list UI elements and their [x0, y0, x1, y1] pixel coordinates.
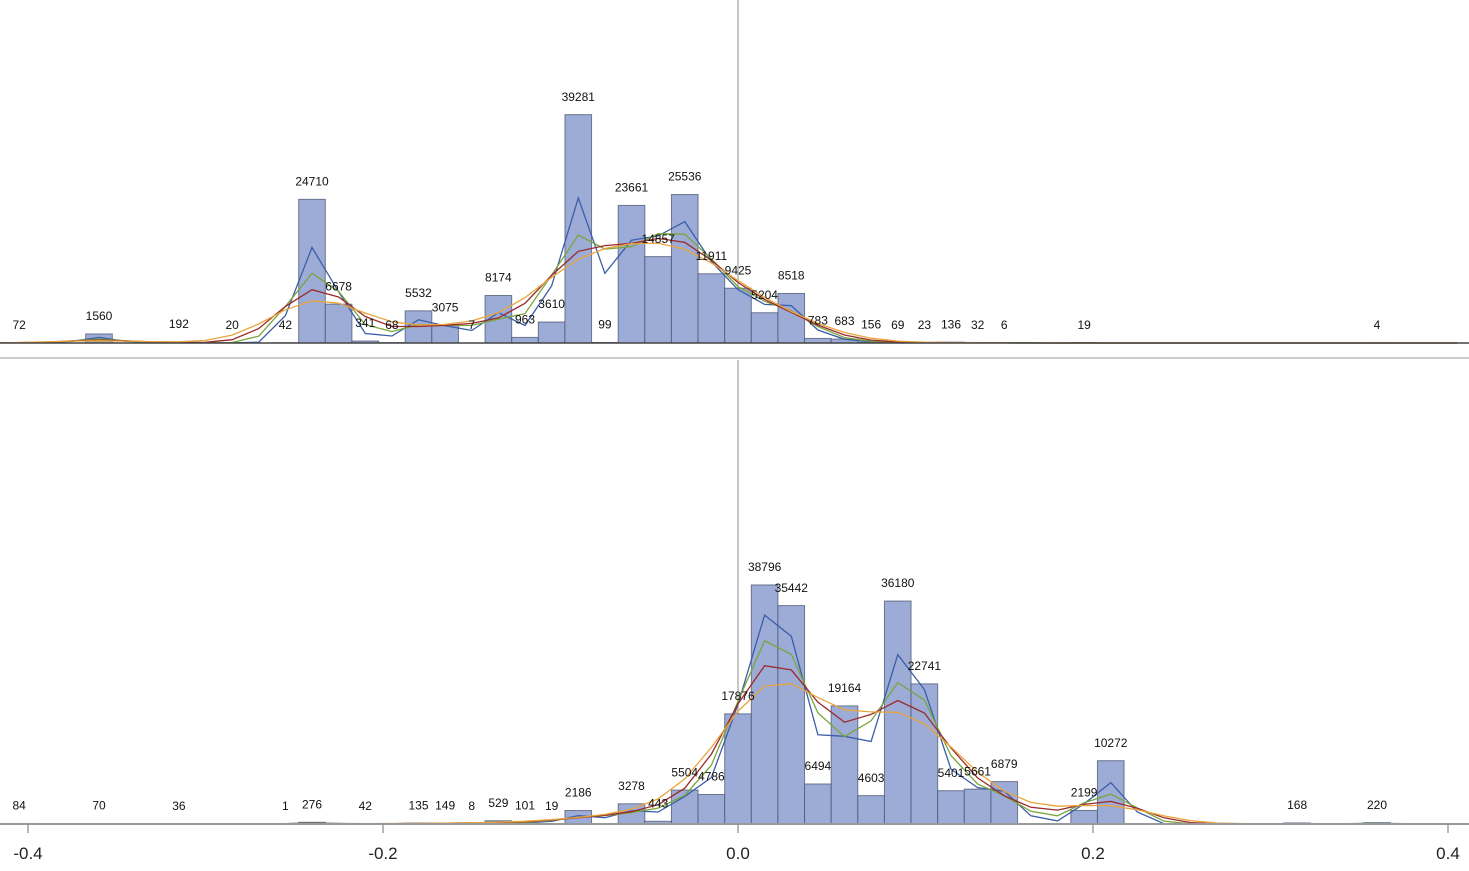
bar-count-label: 7: [468, 318, 475, 332]
bar-count-label: 14857: [641, 232, 675, 246]
bar-count-label: 5504: [671, 765, 698, 779]
bar-count-label: 529: [488, 796, 508, 810]
bar-count-label: 4: [1374, 318, 1381, 332]
bar-count-label: 783: [808, 314, 828, 328]
bar-count-label: 220: [1367, 798, 1387, 812]
bar-count-label: 3278: [618, 779, 645, 793]
bar-count-label: 9425: [725, 263, 752, 277]
bar-count-label: 2186: [565, 786, 592, 800]
bar-count-label: 8518: [778, 269, 805, 283]
bar-count-label: 5532: [405, 286, 432, 300]
bar-count-label: 6494: [805, 759, 832, 773]
histogram-bar: [537, 321, 566, 344]
bar-count-label: 42: [359, 799, 373, 813]
bar-count-label: 8: [468, 799, 475, 813]
histogram-bar: [644, 256, 672, 344]
bar-count-label: 6: [1001, 318, 1008, 332]
bar-count-label: 4603: [858, 771, 885, 785]
bar-count-label: 1: [282, 799, 289, 813]
bar-count-label: 39281: [562, 90, 596, 104]
bar-count-label: 23: [918, 318, 932, 332]
bar-count-label: 38796: [748, 560, 782, 574]
bar-count-label: 70: [92, 799, 106, 813]
bar-count-label: 20: [225, 318, 239, 332]
bar-count-label: 24710: [295, 175, 329, 189]
bar-count-label: 683: [834, 314, 854, 328]
bar-count-label: 2199: [1071, 786, 1098, 800]
bar-count-label: 5661: [964, 764, 991, 778]
bar-count-label: 19: [545, 799, 559, 813]
x-axis-tick-label: 0.0: [726, 844, 750, 863]
histogram-bar: [777, 292, 806, 344]
histogram-bar: [750, 584, 779, 825]
histogram-bar: [750, 312, 779, 344]
bar-count-label: 443: [648, 796, 668, 810]
bar-count-label: 192: [169, 317, 189, 331]
bar-count-label: 69: [891, 318, 905, 332]
histogram-bar: [324, 303, 353, 344]
bar-count-label: 19164: [828, 681, 862, 695]
bar-count-label: 3610: [538, 297, 565, 311]
bar-count-label: 6879: [991, 757, 1018, 771]
bar-count-label: 3075: [432, 300, 459, 314]
histogram-bar: [804, 783, 832, 825]
histogram-bar: [963, 788, 992, 825]
histogram-bar: [937, 790, 965, 825]
bar-count-label: 11911: [696, 249, 728, 263]
bar-count-label: 99: [598, 318, 612, 332]
bar-count-label: 6678: [325, 279, 352, 293]
bar-count-label: 5204: [751, 288, 778, 302]
bar-count-label: 5401: [938, 766, 965, 780]
bar-count-label: 68: [385, 318, 399, 332]
bar-count-label: 42: [279, 318, 293, 332]
histogram-bar: [724, 287, 752, 344]
bar-count-label: 276: [302, 797, 322, 811]
bar-count-label: 32: [971, 318, 985, 332]
histogram-bar: [910, 683, 939, 825]
bar-count-label: 22741: [908, 659, 942, 673]
bar-count-label: 23661: [615, 181, 649, 195]
x-axis-tick-label: -0.4: [13, 844, 42, 863]
x-axis-tick-label: 0.2: [1081, 844, 1105, 863]
bar-count-label: 101: [515, 799, 535, 813]
x-axis-tick-label: -0.2: [368, 844, 397, 863]
histogram-bar: [857, 795, 885, 825]
bar-count-label: 35442: [775, 581, 809, 595]
bar-count-label: 168: [1287, 798, 1307, 812]
bar-count-label: 84: [12, 799, 26, 813]
bar-count-label: 149: [435, 798, 455, 812]
histogram-bar: [697, 273, 726, 344]
bar-count-label: 8174: [485, 271, 512, 285]
bar-count-label: 17876: [721, 689, 755, 703]
bar-count-label: 135: [408, 798, 428, 812]
bar-count-label: 19: [1077, 318, 1091, 332]
bar-count-label: 1560: [86, 309, 113, 323]
histogram-bar: [670, 194, 699, 344]
bar-count-label: 341: [355, 316, 375, 330]
bar-count-label: 963: [515, 313, 535, 327]
histogram-bar: [697, 794, 726, 825]
bar-count-label: 156: [861, 317, 881, 331]
bar-count-label: 25536: [668, 170, 702, 184]
histogram-bar: [617, 204, 646, 344]
bar-count-label: 4786: [698, 770, 725, 784]
bar-count-label: 36: [172, 799, 186, 813]
histogram-bar: [990, 781, 1019, 825]
histogram-bar: [1070, 809, 1098, 825]
bar-count-label: 72: [12, 318, 26, 332]
x-axis-tick-label: 0.4: [1436, 844, 1460, 863]
bar-count-label: 10272: [1094, 736, 1128, 750]
histogram-bar: [511, 336, 539, 344]
bar-count-label: 136: [941, 317, 961, 331]
histogram-bar: [830, 705, 859, 825]
bar-count-label: 36180: [881, 576, 915, 590]
